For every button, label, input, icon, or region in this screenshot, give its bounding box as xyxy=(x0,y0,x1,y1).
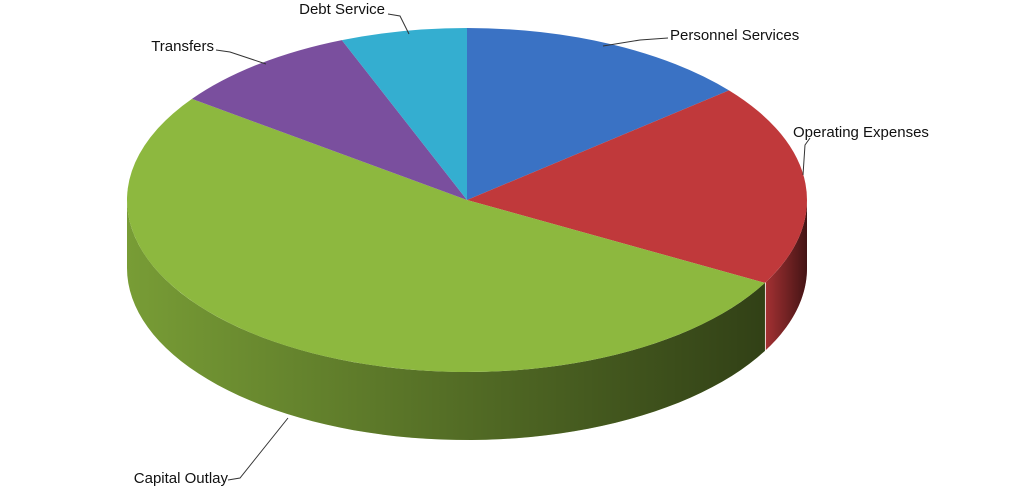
slice-side-shade xyxy=(765,200,807,351)
slice xyxy=(467,90,808,283)
slice xyxy=(341,28,467,200)
slice-label: Personnel Services xyxy=(670,27,799,44)
slice-label: Debt Service xyxy=(299,1,385,18)
slice xyxy=(467,28,729,200)
slice-label: Capital Outlay xyxy=(134,470,229,487)
leader-line xyxy=(387,13,410,35)
leader-line xyxy=(802,137,811,176)
slice xyxy=(191,40,468,200)
slice-label: Operating Expenses xyxy=(793,124,929,141)
slice-label: Transfers xyxy=(151,38,214,55)
leader-line xyxy=(215,49,267,65)
leader-line xyxy=(227,417,289,481)
slice xyxy=(127,98,765,372)
leader-line xyxy=(602,37,669,47)
slice-side-shade xyxy=(127,200,765,440)
